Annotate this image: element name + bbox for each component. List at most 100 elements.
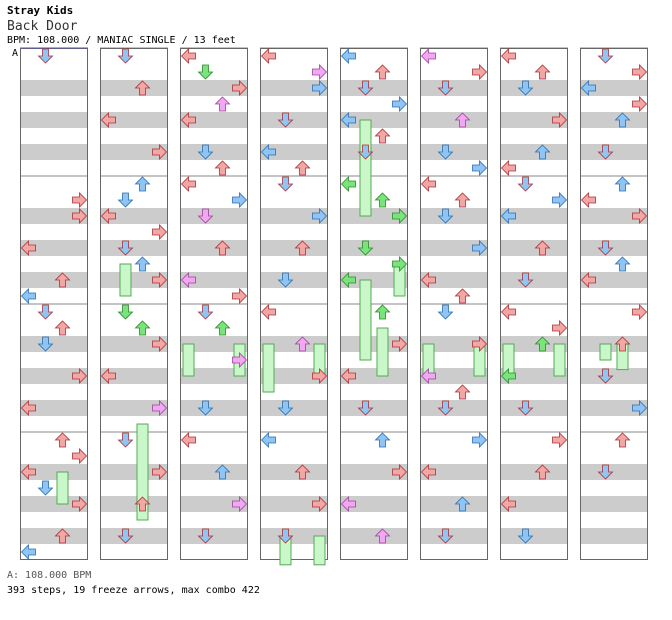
beat-stripe <box>20 112 88 128</box>
beat-stripe <box>580 528 648 544</box>
step-column <box>20 47 88 560</box>
beat-stripe <box>260 496 328 512</box>
left-arrow <box>260 48 276 64</box>
down-arrow <box>597 464 614 480</box>
up-arrow <box>534 240 551 256</box>
beat-stripe <box>340 336 408 352</box>
beat-stripe <box>100 464 168 480</box>
freeze-arrow <box>56 471 69 505</box>
beat-stripe <box>340 240 408 256</box>
beat-stripe <box>260 144 328 160</box>
beat-stripe <box>20 528 88 544</box>
down-arrow <box>117 192 134 208</box>
beat-stripe <box>260 464 328 480</box>
beat-stripe <box>340 400 408 416</box>
beat-stripe <box>180 528 248 544</box>
beat-stripe <box>100 272 168 288</box>
up-arrow <box>294 464 311 480</box>
down-arrow <box>437 304 454 320</box>
beat-stripe <box>180 400 248 416</box>
up-arrow <box>454 112 471 128</box>
right-arrow <box>632 400 648 416</box>
up-arrow <box>214 240 231 256</box>
up-arrow <box>134 320 151 336</box>
beat-stripe <box>340 464 408 480</box>
beat-stripe <box>340 208 408 224</box>
beat-stripe <box>20 336 88 352</box>
beat-stripe <box>500 368 568 384</box>
column-border <box>180 48 248 560</box>
left-arrow <box>420 48 436 64</box>
up-arrow <box>214 96 231 112</box>
down-arrow <box>277 112 294 128</box>
right-arrow <box>152 400 168 416</box>
beat-stripe <box>420 336 488 352</box>
right-arrow <box>72 448 88 464</box>
up-arrow <box>134 80 151 96</box>
up-arrow <box>134 496 151 512</box>
beat-stripe <box>500 496 568 512</box>
beat-stripe <box>500 336 568 352</box>
down-arrow <box>437 80 454 96</box>
left-arrow <box>20 464 36 480</box>
column-border <box>340 48 408 560</box>
down-arrow <box>117 528 134 544</box>
left-arrow <box>420 368 436 384</box>
beat-stripe <box>580 144 648 160</box>
beat-stripe <box>180 368 248 384</box>
freeze-arrow <box>359 119 372 217</box>
right-arrow <box>472 64 488 80</box>
left-arrow <box>180 112 196 128</box>
down-arrow <box>357 144 374 160</box>
freeze-arrow <box>136 423 149 521</box>
up-arrow <box>294 336 311 352</box>
beat-stripe <box>580 336 648 352</box>
left-arrow <box>180 176 196 192</box>
freeze-arrow <box>376 327 389 377</box>
down-arrow <box>357 400 374 416</box>
up-arrow <box>54 432 71 448</box>
right-arrow <box>312 496 328 512</box>
up-arrow <box>214 160 231 176</box>
up-arrow <box>374 128 391 144</box>
right-arrow <box>632 208 648 224</box>
left-arrow <box>580 272 596 288</box>
freeze-arrow <box>182 343 195 377</box>
up-arrow <box>534 464 551 480</box>
left-arrow <box>260 144 276 160</box>
left-arrow <box>100 368 116 384</box>
left-arrow <box>20 240 36 256</box>
beat-stripe <box>180 272 248 288</box>
down-arrow <box>437 144 454 160</box>
left-arrow <box>580 80 596 96</box>
up-arrow <box>534 336 551 352</box>
down-arrow <box>437 400 454 416</box>
beat-stripe <box>180 80 248 96</box>
up-arrow <box>374 304 391 320</box>
beat-stripe <box>100 144 168 160</box>
down-arrow <box>117 432 134 448</box>
freeze-arrow <box>599 343 612 361</box>
beat-stripe <box>580 80 648 96</box>
beat-stripe <box>500 464 568 480</box>
beat-stripe <box>20 400 88 416</box>
up-arrow <box>614 336 631 352</box>
beat-stripe <box>180 144 248 160</box>
beat-stripe <box>500 80 568 96</box>
left-arrow <box>340 112 356 128</box>
down-arrow <box>597 48 614 64</box>
beat-stripe <box>100 528 168 544</box>
freeze-arrow <box>119 263 132 297</box>
step-column <box>100 47 168 560</box>
beat-stripe <box>580 496 648 512</box>
column-border <box>420 48 488 560</box>
down-arrow <box>357 240 374 256</box>
up-arrow <box>614 256 631 272</box>
beat-stripe <box>20 240 88 256</box>
beat-stripe <box>340 272 408 288</box>
beat-stripe <box>100 208 168 224</box>
beat-stripe <box>340 80 408 96</box>
freeze-arrow <box>359 279 372 361</box>
up-arrow <box>214 464 231 480</box>
